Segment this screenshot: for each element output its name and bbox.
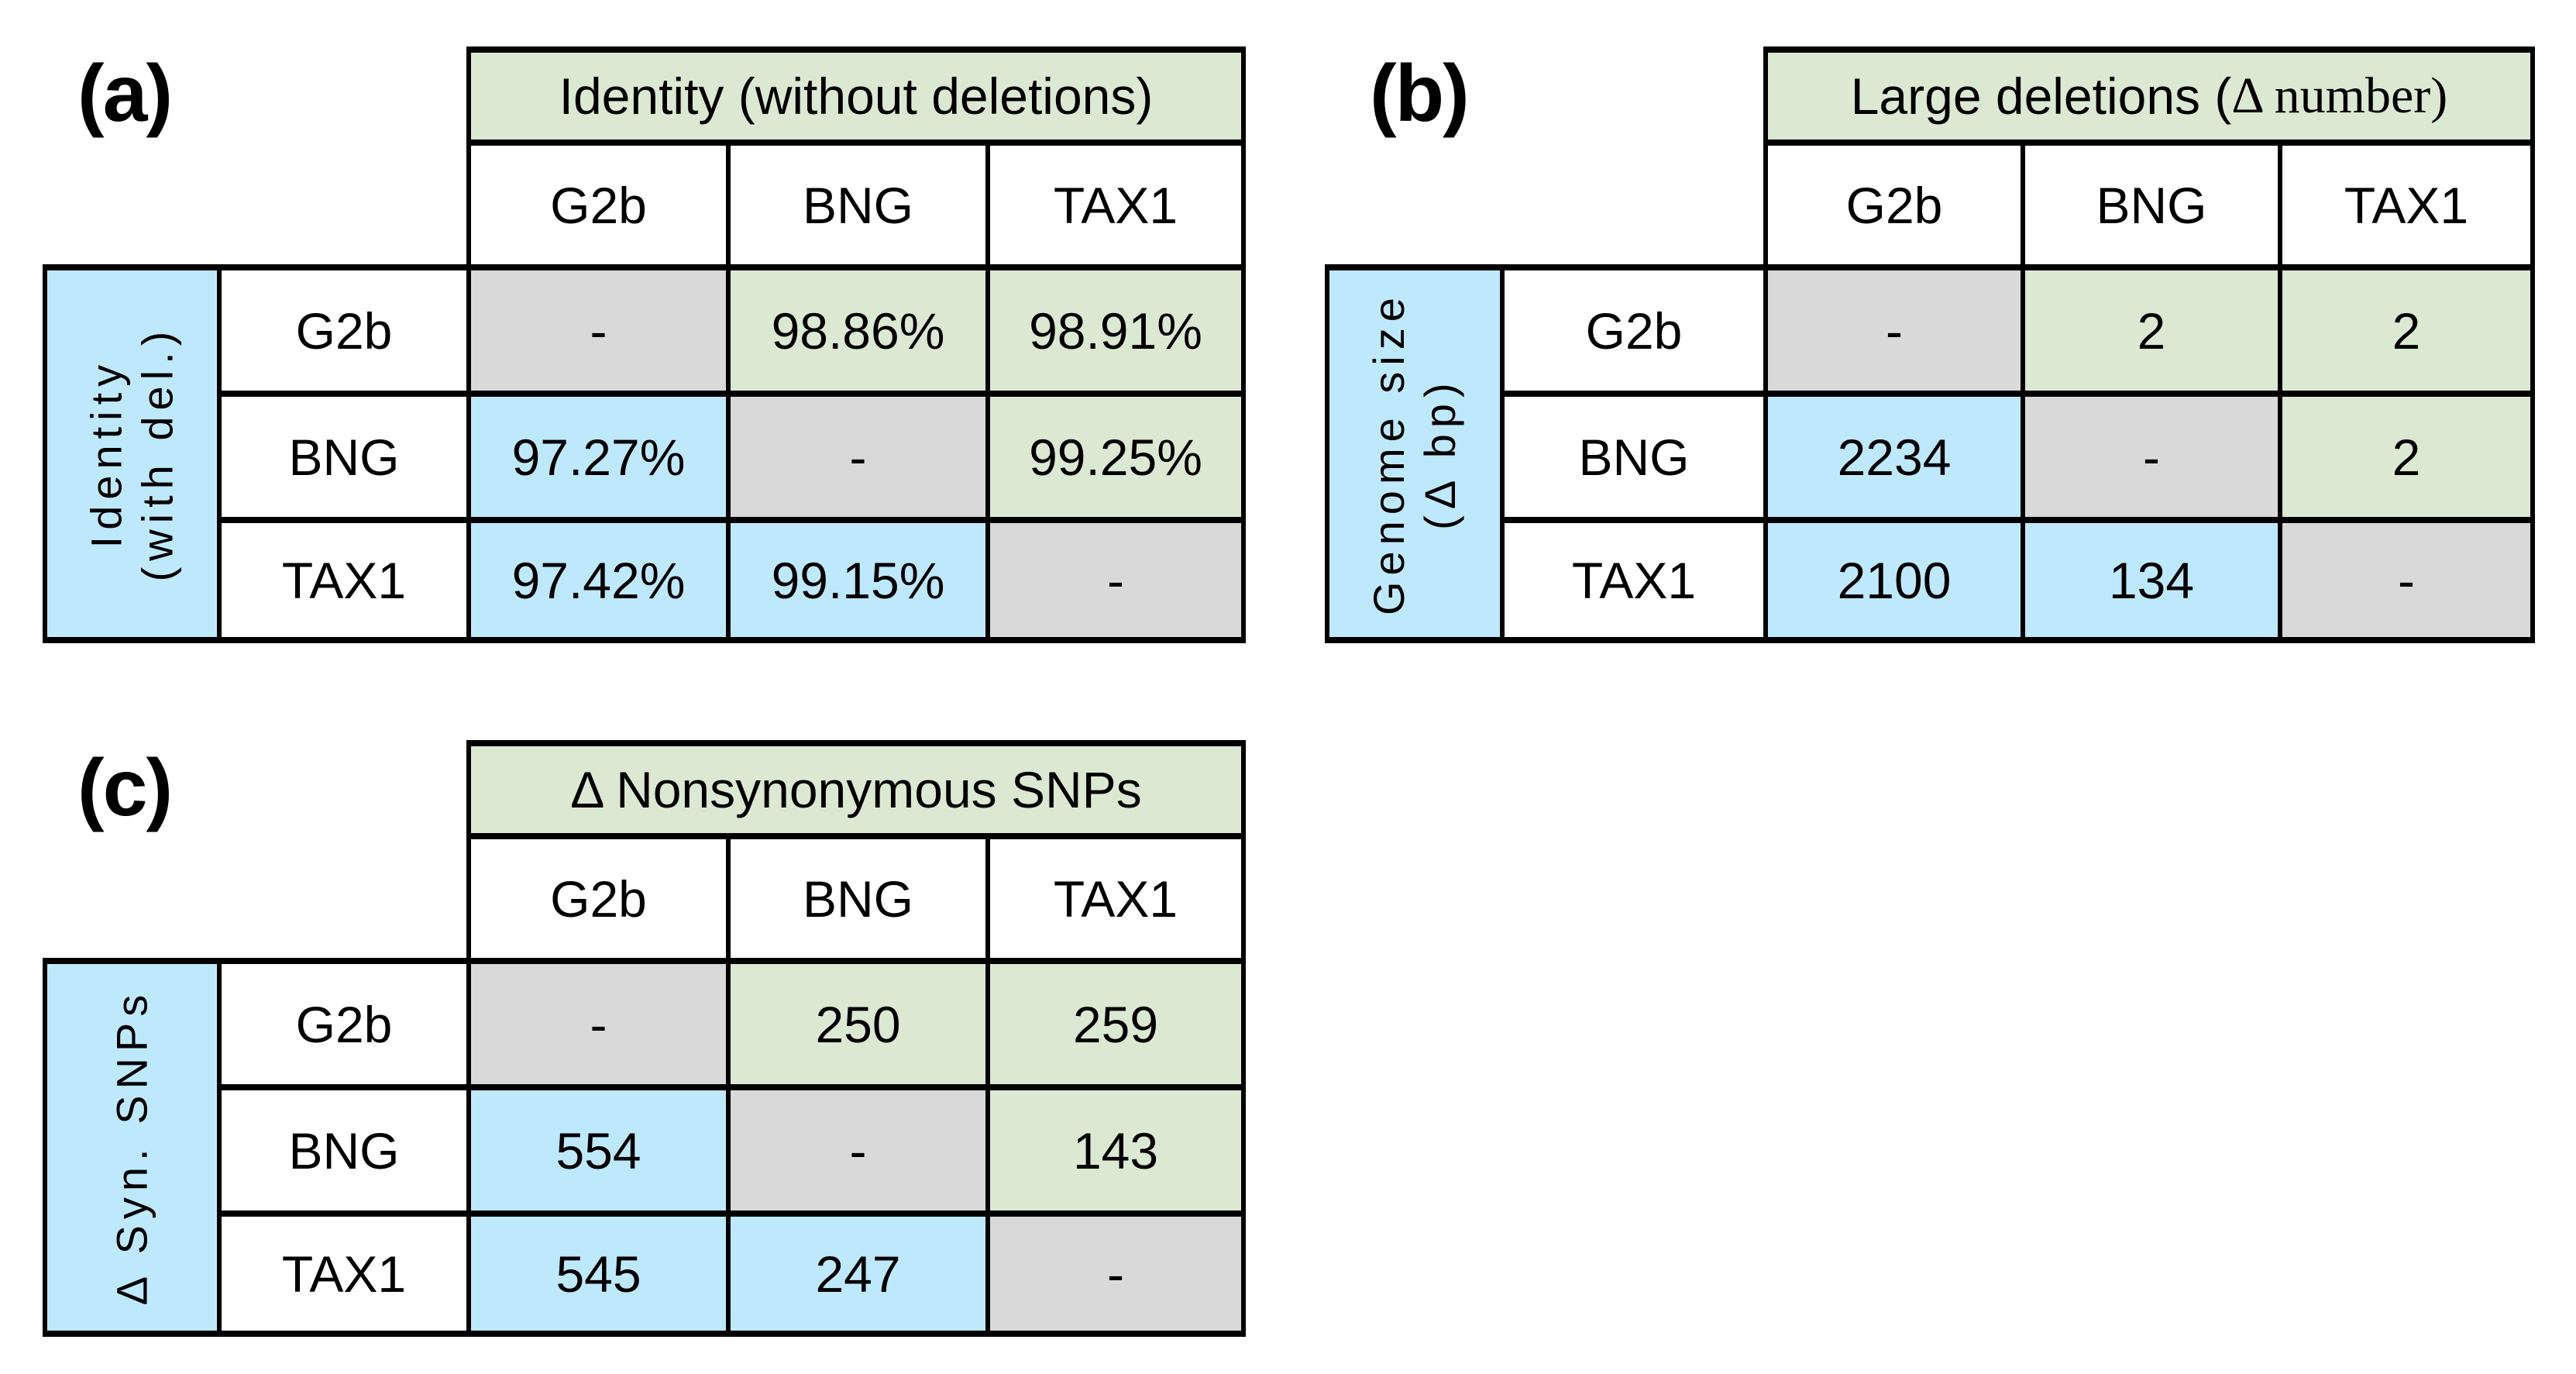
matrix-cell-G2b-TAX1: 98.91% xyxy=(985,264,1246,391)
panel-b-label: (b) xyxy=(1370,49,1470,139)
row-group-title-text: Identity (with del.) xyxy=(81,325,182,582)
matrix-cell-BNG-BNG: - xyxy=(726,1084,985,1210)
table-identity-matrix: Identity (without deletions) Identity (wi… xyxy=(43,46,1246,643)
matrix-cell-BNG-G2b: 2234 xyxy=(1763,391,2021,517)
matrix-cell-G2b-G2b: - xyxy=(466,958,726,1084)
column-group-title-text: Large deletions ( xyxy=(1850,67,2232,125)
matrix-cell-BNG-G2b: 97.27% xyxy=(466,391,726,517)
matrix-cell-G2b-BNG: 98.86% xyxy=(726,264,985,391)
column-group-title-text: Δ Nonsynonymous SNPs xyxy=(570,761,1142,818)
row-header-G2b: G2b xyxy=(1500,264,1763,391)
matrix-cell-G2b-TAX1: 2 xyxy=(2278,264,2535,391)
matrix-cell-BNG-TAX1: 2 xyxy=(2278,391,2535,517)
table-snps-matrix: Δ Nonsynonymous SNPs Δ Syn. SNPs G2b BNG T… xyxy=(43,740,1246,1337)
panel-c-label: (c) xyxy=(77,743,173,833)
row-header-TAX1: TAX1 xyxy=(1500,517,1763,643)
row-group-title-text: Δ Syn. SNPs xyxy=(107,989,156,1306)
row-header-TAX1: TAX1 xyxy=(217,517,466,643)
row-group-title-text: Genome size (Δ bp) xyxy=(1364,291,1464,616)
row-header-BNG: BNG xyxy=(217,391,466,517)
matrix-cell-TAX1-BNG: 134 xyxy=(2021,517,2278,643)
row-group-title: Δ Syn. SNPs xyxy=(43,958,217,1337)
matrix-cell-TAX1-TAX1: - xyxy=(2278,517,2535,643)
column-group-title: Large deletions (Δ number) xyxy=(1763,46,2535,146)
column-header-G2b: G2b xyxy=(466,839,726,958)
matrix-cell-TAX1-TAX1: - xyxy=(985,517,1246,643)
matrix-cell-BNG-TAX1: 99.25% xyxy=(985,391,1246,517)
column-header-G2b: G2b xyxy=(1763,146,2021,264)
column-header-G2b: G2b xyxy=(466,146,726,264)
row-header-G2b: G2b xyxy=(217,958,466,1084)
panel-a-label: (a) xyxy=(77,49,173,139)
row-group-title: Genome size (Δ bp) xyxy=(1325,264,1500,643)
row-header-TAX1: TAX1 xyxy=(217,1210,466,1337)
matrix-cell-G2b-BNG: 2 xyxy=(2021,264,2278,391)
column-header-TAX1: TAX1 xyxy=(2278,146,2535,264)
row-header-BNG: BNG xyxy=(1500,391,1763,517)
matrix-cell-BNG-G2b: 554 xyxy=(466,1084,726,1210)
matrix-cell-TAX1-G2b: 2100 xyxy=(1763,517,2021,643)
matrix-cell-G2b-G2b: - xyxy=(1763,264,2021,391)
matrix-cell-G2b-TAX1: 259 xyxy=(985,958,1246,1084)
column-group-title: Identity (without deletions) xyxy=(466,46,1246,146)
matrix-cell-G2b-G2b: - xyxy=(466,264,726,391)
matrix-cell-G2b-BNG: 250 xyxy=(726,958,985,1084)
column-group-title: Δ Nonsynonymous SNPs xyxy=(466,740,1246,839)
matrix-cell-TAX1-BNG: 99.15% xyxy=(726,517,985,643)
matrix-cell-TAX1-BNG: 247 xyxy=(726,1210,985,1337)
matrix-cell-BNG-BNG: - xyxy=(726,391,985,517)
column-header-BNG: BNG xyxy=(726,146,985,264)
column-header-TAX1: TAX1 xyxy=(985,146,1246,264)
row-group-title: Identity (with del.) xyxy=(43,264,217,643)
column-header-BNG: BNG xyxy=(726,839,985,958)
row-header-G2b: G2b xyxy=(217,264,466,391)
column-group-title-serif: Δ number) xyxy=(2231,67,2448,124)
matrix-cell-TAX1-TAX1: - xyxy=(985,1210,1246,1337)
column-header-TAX1: TAX1 xyxy=(985,839,1246,958)
matrix-cell-BNG-BNG: - xyxy=(2021,391,2278,517)
column-group-title-text: Identity (without deletions) xyxy=(559,67,1154,125)
matrix-cell-BNG-TAX1: 143 xyxy=(985,1084,1246,1210)
column-header-BNG: BNG xyxy=(2021,146,2278,264)
matrix-cell-TAX1-G2b: 97.42% xyxy=(466,517,726,643)
matrix-cell-TAX1-G2b: 545 xyxy=(466,1210,726,1337)
row-header-BNG: BNG xyxy=(217,1084,466,1210)
table-deletions-matrix: Large deletions (Δ number) Genome size (Δ… xyxy=(1325,46,2535,643)
